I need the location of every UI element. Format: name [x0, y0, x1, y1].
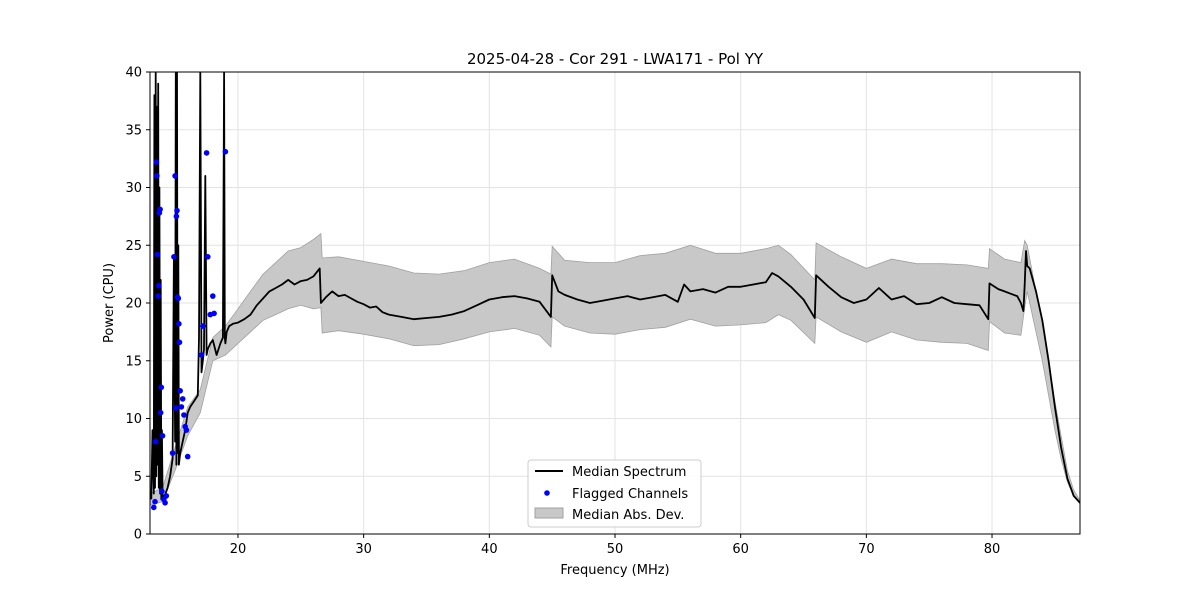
flagged-channel-point: [152, 438, 159, 445]
flagged-channel-point: [155, 293, 161, 299]
flagged-channel-point: [152, 498, 158, 505]
flagged-channel-point: [159, 488, 165, 495]
chart-title: 2025-04-28 - Cor 291 - LWA171 - Pol YY: [467, 50, 764, 68]
x-tick-label: 40: [481, 542, 498, 557]
y-tick-label: 20: [125, 297, 142, 312]
x-axis-ticks: 20 30 40 50 60 70 80: [230, 534, 1001, 557]
x-axis-label: Frequency (MHz): [560, 563, 669, 578]
flagged-channel-point: [175, 295, 182, 302]
y-tick-label: 5: [134, 470, 142, 485]
y-axis-label: Power (CPU): [102, 263, 117, 343]
flagged-channel-point: [179, 396, 186, 402]
legend-median-label: Median Spectrum: [572, 465, 686, 480]
flagged-channel-point: [205, 253, 211, 260]
flagged-channel-point: [156, 282, 162, 289]
flagged-channel-point: [210, 293, 216, 299]
median-spectrum-line: [150, 72, 1080, 504]
legend-flagged-label: Flagged Channels: [572, 487, 688, 502]
legend-mad-swatch: [534, 507, 564, 519]
flagged-channel-point: [176, 339, 183, 346]
flagged-channel-point: [173, 213, 180, 220]
flagged-points-layer: [151, 148, 229, 511]
flagged-channel-point: [177, 388, 183, 394]
flagged-channel-point: [158, 384, 165, 391]
y-tick-label: 25: [125, 239, 142, 254]
flagged-channel-point: [198, 352, 205, 358]
flagged-channel-point: [181, 412, 187, 418]
legend-flagged-swatch: [544, 490, 550, 496]
y-tick-label: 15: [125, 354, 142, 369]
mad-band: [150, 232, 1080, 506]
legend-box: [527, 459, 702, 528]
x-tick-label: 50: [607, 542, 624, 557]
flagged-channel-point: [163, 493, 170, 499]
flagged-channel-point: [154, 251, 161, 258]
flagged-channel-point: [157, 206, 163, 213]
y-tick-label: 0: [134, 528, 142, 543]
flagged-channel-point: [211, 310, 217, 317]
legend: Median Spectrum Flagged Channels Median …: [527, 459, 702, 528]
median-line-layer: [150, 72, 1080, 504]
flagged-channel-point: [157, 409, 164, 416]
x-tick-label: 70: [858, 542, 875, 557]
mad-band-layer: [150, 232, 1080, 506]
x-tick-label: 20: [230, 542, 247, 557]
flagged-channel-point: [169, 450, 176, 456]
flagged-channel-point: [159, 433, 166, 439]
flagged-channel-point: [153, 159, 160, 165]
flagged-channel-point: [176, 321, 182, 327]
y-tick-label: 35: [125, 123, 142, 138]
flagged-channel-point: [174, 207, 180, 214]
y-tick-label: 40: [125, 66, 142, 81]
y-tick-label: 10: [125, 412, 142, 427]
x-tick-label: 30: [355, 542, 372, 557]
flagged-channel-point: [178, 404, 185, 410]
legend-mad-label: Median Abs. Dev.: [572, 508, 684, 523]
flagged-channel-point: [151, 504, 157, 511]
flagged-channel-point: [171, 253, 177, 260]
y-axis-ticks: 0 5 10 15 20 25 30 35 40: [125, 66, 150, 543]
x-tick-label: 80: [984, 542, 1001, 557]
flagged-channel-point: [200, 323, 206, 329]
flagged-channel-point: [203, 150, 210, 156]
flagged-channel-point: [222, 148, 229, 155]
flagged-channel-point: [154, 173, 160, 179]
flagged-channel-point: [162, 500, 168, 506]
x-tick-label: 60: [732, 542, 749, 557]
flagged-channel-point: [173, 405, 179, 411]
flagged-channel-point: [172, 173, 178, 179]
flagged-channel-point: [184, 453, 191, 460]
flagged-channel-point: [183, 427, 190, 433]
y-tick-label: 30: [125, 181, 142, 196]
